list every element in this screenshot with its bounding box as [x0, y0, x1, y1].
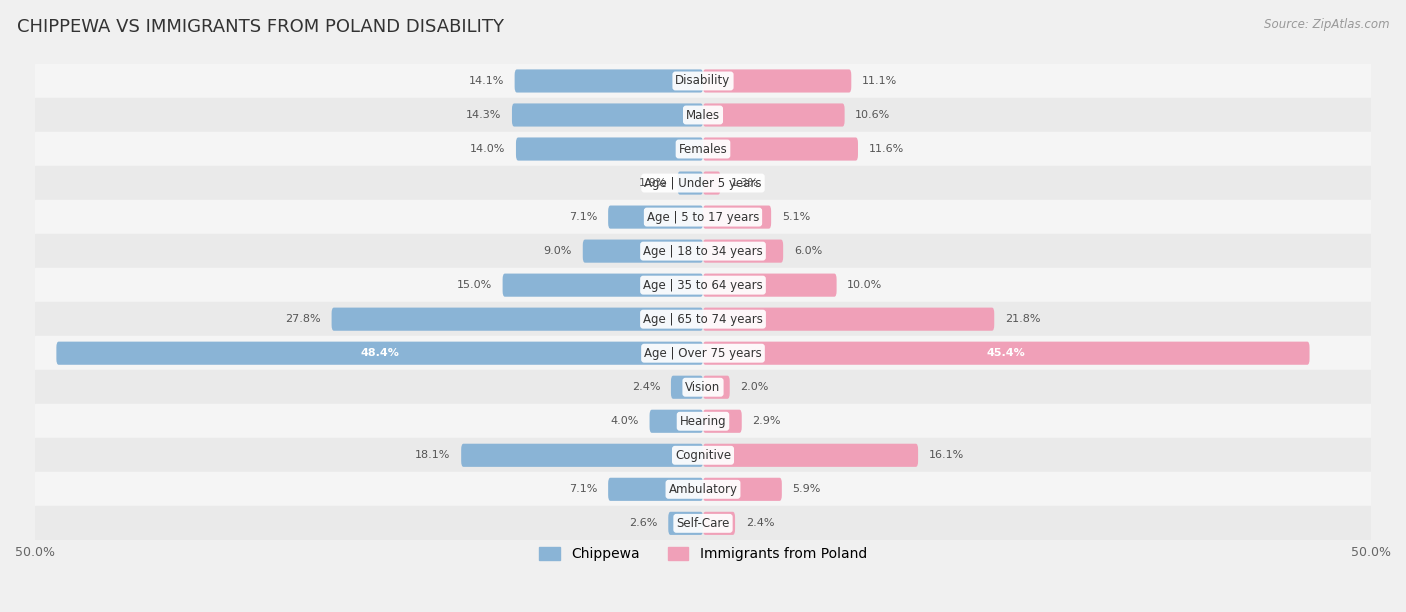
Text: 45.4%: 45.4%	[987, 348, 1025, 358]
FancyBboxPatch shape	[332, 308, 703, 330]
Text: 6.0%: 6.0%	[794, 246, 823, 256]
Text: 48.4%: 48.4%	[360, 348, 399, 358]
Text: 11.6%: 11.6%	[869, 144, 904, 154]
Bar	[35, 132, 1371, 166]
FancyBboxPatch shape	[502, 274, 703, 297]
Text: Ambulatory: Ambulatory	[668, 483, 738, 496]
Text: 5.9%: 5.9%	[793, 484, 821, 494]
Text: 16.1%: 16.1%	[929, 450, 965, 460]
FancyBboxPatch shape	[461, 444, 703, 467]
FancyBboxPatch shape	[703, 69, 851, 92]
FancyBboxPatch shape	[512, 103, 703, 127]
FancyBboxPatch shape	[56, 341, 703, 365]
FancyBboxPatch shape	[703, 341, 1309, 365]
Bar	[35, 64, 1371, 98]
Text: Females: Females	[679, 143, 727, 155]
Legend: Chippewa, Immigrants from Poland: Chippewa, Immigrants from Poland	[534, 542, 872, 567]
FancyBboxPatch shape	[703, 376, 730, 399]
Text: 10.0%: 10.0%	[848, 280, 883, 290]
Text: Age | Over 75 years: Age | Over 75 years	[644, 347, 762, 360]
Text: Age | 65 to 74 years: Age | 65 to 74 years	[643, 313, 763, 326]
Text: Cognitive: Cognitive	[675, 449, 731, 462]
Text: 1.3%: 1.3%	[731, 178, 759, 188]
Text: Males: Males	[686, 108, 720, 122]
FancyBboxPatch shape	[703, 478, 782, 501]
FancyBboxPatch shape	[703, 274, 837, 297]
Bar	[35, 166, 1371, 200]
Text: Vision: Vision	[685, 381, 721, 394]
FancyBboxPatch shape	[703, 138, 858, 160]
FancyBboxPatch shape	[703, 409, 742, 433]
FancyBboxPatch shape	[703, 512, 735, 535]
Text: 18.1%: 18.1%	[415, 450, 450, 460]
Bar	[35, 472, 1371, 506]
Text: 21.8%: 21.8%	[1005, 314, 1040, 324]
FancyBboxPatch shape	[678, 171, 703, 195]
FancyBboxPatch shape	[582, 239, 703, 263]
Text: 2.6%: 2.6%	[630, 518, 658, 528]
Text: 2.9%: 2.9%	[752, 416, 780, 427]
Text: Disability: Disability	[675, 75, 731, 88]
FancyBboxPatch shape	[703, 239, 783, 263]
FancyBboxPatch shape	[516, 138, 703, 160]
Bar	[35, 438, 1371, 472]
Text: CHIPPEWA VS IMMIGRANTS FROM POLAND DISABILITY: CHIPPEWA VS IMMIGRANTS FROM POLAND DISAB…	[17, 18, 503, 36]
Text: Age | 5 to 17 years: Age | 5 to 17 years	[647, 211, 759, 223]
Bar	[35, 268, 1371, 302]
Text: 2.0%: 2.0%	[741, 382, 769, 392]
FancyBboxPatch shape	[703, 103, 845, 127]
Text: 4.0%: 4.0%	[610, 416, 638, 427]
Bar	[35, 200, 1371, 234]
Text: 15.0%: 15.0%	[457, 280, 492, 290]
Text: Hearing: Hearing	[679, 415, 727, 428]
Bar	[35, 370, 1371, 405]
Text: Age | 35 to 64 years: Age | 35 to 64 years	[643, 278, 763, 292]
Text: 14.0%: 14.0%	[470, 144, 505, 154]
Text: 7.1%: 7.1%	[569, 212, 598, 222]
Text: Source: ZipAtlas.com: Source: ZipAtlas.com	[1264, 18, 1389, 31]
Text: 7.1%: 7.1%	[569, 484, 598, 494]
Bar	[35, 302, 1371, 336]
Text: 1.9%: 1.9%	[638, 178, 666, 188]
FancyBboxPatch shape	[609, 478, 703, 501]
Text: 27.8%: 27.8%	[285, 314, 321, 324]
Text: Self-Care: Self-Care	[676, 517, 730, 530]
Text: 11.1%: 11.1%	[862, 76, 897, 86]
Text: 2.4%: 2.4%	[745, 518, 775, 528]
Bar	[35, 336, 1371, 370]
FancyBboxPatch shape	[703, 206, 770, 229]
FancyBboxPatch shape	[668, 512, 703, 535]
FancyBboxPatch shape	[703, 308, 994, 330]
Text: 14.1%: 14.1%	[468, 76, 503, 86]
Bar	[35, 234, 1371, 268]
Text: 5.1%: 5.1%	[782, 212, 810, 222]
Text: Age | Under 5 years: Age | Under 5 years	[644, 176, 762, 190]
Bar	[35, 405, 1371, 438]
FancyBboxPatch shape	[703, 444, 918, 467]
Text: 9.0%: 9.0%	[544, 246, 572, 256]
FancyBboxPatch shape	[703, 171, 720, 195]
FancyBboxPatch shape	[609, 206, 703, 229]
Bar	[35, 98, 1371, 132]
FancyBboxPatch shape	[650, 409, 703, 433]
Text: Age | 18 to 34 years: Age | 18 to 34 years	[643, 245, 763, 258]
Bar	[35, 506, 1371, 540]
Text: 10.6%: 10.6%	[855, 110, 890, 120]
Text: 2.4%: 2.4%	[631, 382, 661, 392]
FancyBboxPatch shape	[671, 376, 703, 399]
FancyBboxPatch shape	[515, 69, 703, 92]
Text: 14.3%: 14.3%	[465, 110, 502, 120]
